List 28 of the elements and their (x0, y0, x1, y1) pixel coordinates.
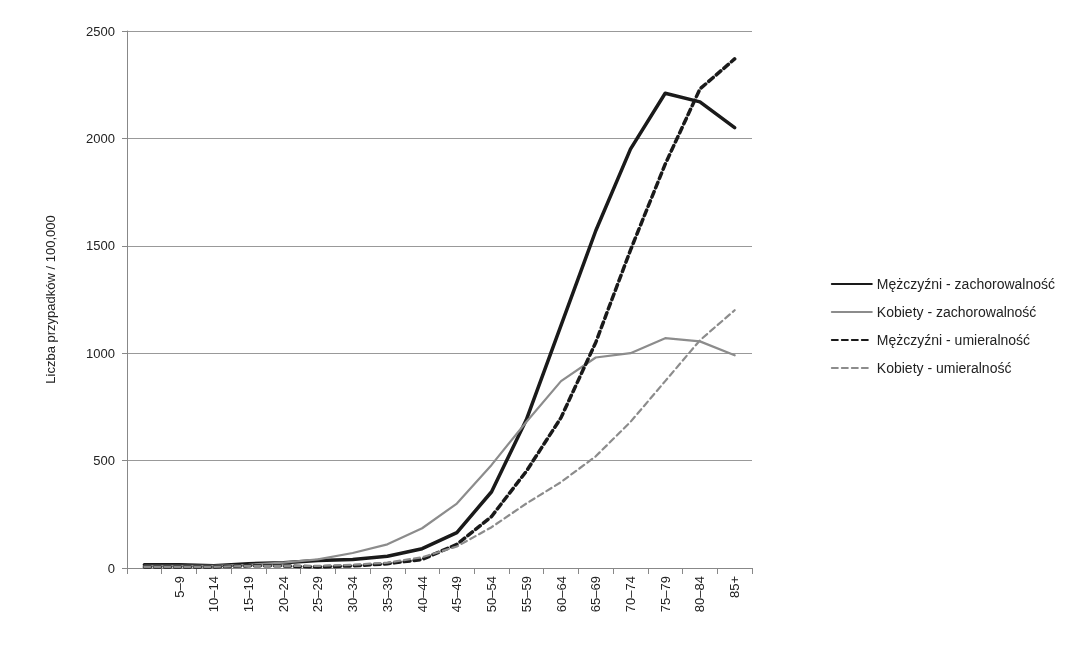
x-tick-label: 15–19 (241, 576, 257, 613)
y-tick-label: 1500 (86, 238, 115, 254)
x-tick-label: 45–49 (449, 576, 465, 613)
legend-label: Kobiety - zachorowalność (876, 304, 1037, 320)
x-tick-label: 55–59 (518, 576, 534, 613)
x-tick-label: 40–44 (414, 576, 430, 613)
x-tick-label: 50–54 (484, 576, 500, 613)
y-tick-label: 500 (93, 453, 115, 469)
x-tick-label: 20–24 (275, 576, 291, 613)
legend-label: Kobiety - umieralność (876, 360, 1012, 376)
x-tick-label: 80–84 (692, 576, 708, 613)
y-tick-label: 0 (107, 560, 115, 576)
x-tick-label: 35–39 (379, 576, 395, 613)
x-tick-label: 5–9 (171, 576, 187, 598)
x-tick-label: 25–29 (310, 576, 326, 613)
x-tick-label: 65–69 (588, 576, 604, 613)
legend-label: Mężczyźni - umieralność (876, 332, 1031, 348)
legend-label: Mężczyźni - zachorowalność (876, 276, 1055, 292)
x-tick-label: 70–74 (622, 576, 638, 613)
x-tick-label: 10–14 (206, 576, 222, 613)
y-tick-label: 2000 (86, 130, 115, 146)
y-tick-label: 1000 (86, 345, 115, 361)
y-axis-title: Liczba przypadków / 100,000 (43, 215, 58, 384)
x-tick-label: 85+ (727, 576, 743, 599)
x-tick-label: 75–79 (657, 576, 673, 613)
x-tick-label: 30–34 (345, 576, 361, 613)
x-tick-label: 60–64 (553, 576, 569, 613)
y-tick-label: 2500 (86, 23, 115, 39)
